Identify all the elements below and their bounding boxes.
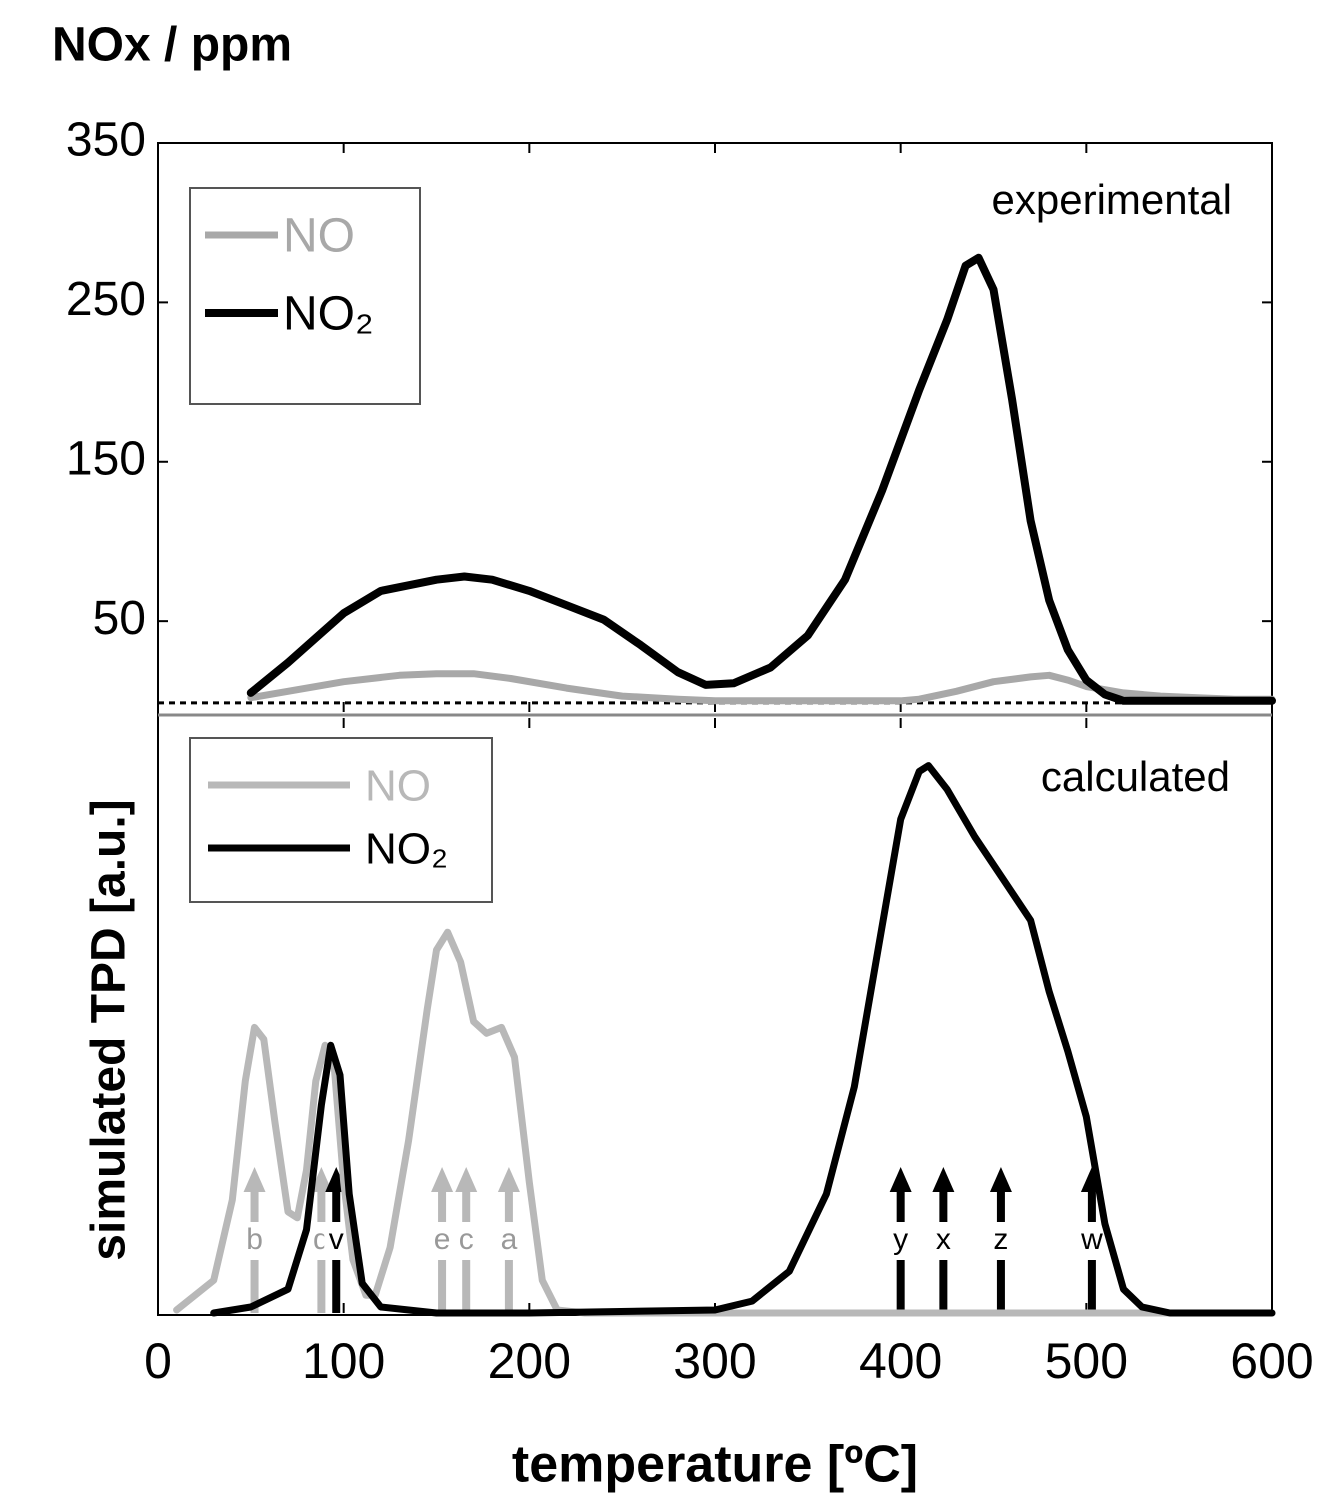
x-axis-title: temperature [ºC] [512, 1436, 918, 1494]
legend-label: NO₂ [365, 825, 448, 874]
arrow-label: a [501, 1223, 518, 1256]
y-axis-title: NOx / ppm [52, 19, 292, 72]
label-bg [1079, 1222, 1104, 1260]
marker-arrow: w [1079, 1167, 1104, 1313]
legend-label: NO [365, 762, 431, 811]
y-tick-label: 150 [66, 432, 146, 485]
panel-label: calculated [1041, 753, 1230, 800]
marker-arrow: x [931, 1167, 956, 1313]
arrow-label: v [329, 1223, 344, 1256]
label-bg [888, 1222, 913, 1260]
arrow-label: x [936, 1223, 951, 1256]
x-tick-label: 200 [488, 1333, 571, 1389]
marker-arrow: z [988, 1167, 1013, 1313]
marker-arrow: y [888, 1167, 913, 1313]
arrow-label: z [993, 1223, 1008, 1256]
series-line [246, 253, 1276, 705]
legend-box [189, 187, 421, 405]
marker-arrow: e [430, 1167, 455, 1313]
label-bg [242, 1222, 267, 1260]
arrow-label: y [893, 1223, 908, 1256]
label-bg [988, 1222, 1013, 1260]
arrow-label: w [1080, 1223, 1103, 1256]
label-bg [324, 1222, 349, 1260]
panel-label: experimental [992, 176, 1232, 223]
arrow-head [889, 1167, 912, 1192]
label-bg [931, 1222, 956, 1260]
marker-arrow: b [242, 1167, 267, 1313]
legend-label: NO [283, 210, 355, 263]
y-tick-label: 250 [66, 273, 146, 326]
arrow-head [310, 1167, 333, 1192]
label-bg [496, 1222, 521, 1260]
arrow-label: c [459, 1223, 474, 1256]
x-tick-label: 500 [1045, 1333, 1128, 1389]
arrow-head [989, 1167, 1012, 1192]
arrow-head [243, 1167, 266, 1192]
marker-arrow: a [496, 1167, 521, 1313]
x-tick-label: 0 [144, 1333, 172, 1389]
y-axis-title: simulated TPD [a.u.] [83, 799, 136, 1260]
y-tick-label: 350 [66, 114, 146, 167]
x-tick-label: 300 [673, 1333, 756, 1389]
arrow-head [497, 1167, 520, 1192]
x-tick-label: 400 [859, 1333, 942, 1389]
x-tick-label: 100 [302, 1333, 385, 1389]
legend-box [189, 737, 493, 903]
arrow-label: b [246, 1223, 263, 1256]
label-bg [454, 1222, 479, 1260]
x-tick-label: 600 [1230, 1333, 1313, 1389]
legend-label: NO₂ [283, 288, 374, 341]
arrow-head [455, 1167, 478, 1192]
arrow-head [431, 1167, 454, 1192]
arrow-head [932, 1167, 955, 1192]
y-tick-label: 50 [93, 592, 146, 645]
arrow-label: e [434, 1223, 451, 1256]
label-bg [430, 1222, 455, 1260]
series-line [247, 670, 1276, 705]
marker-arrow: c [454, 1167, 479, 1313]
series-line [210, 762, 1276, 1317]
